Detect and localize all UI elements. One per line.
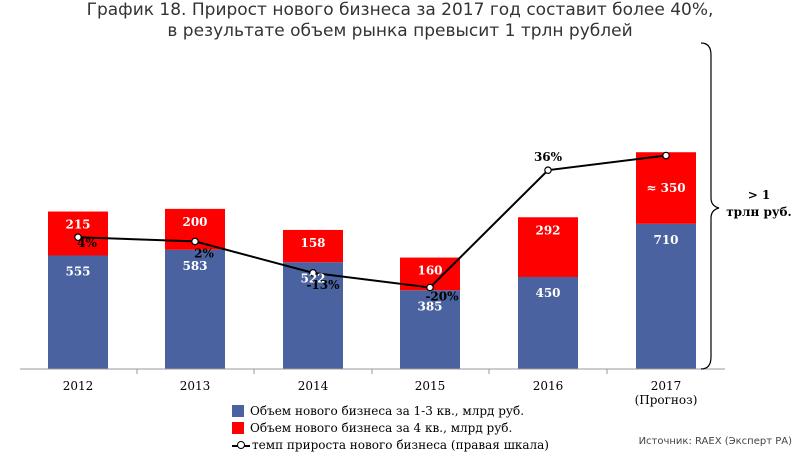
legend-label-q1-3: Объем нового бизнеса за 1-3 кв., млрд ру… <box>250 403 525 418</box>
total-annotation: > 1 трлн руб. <box>724 187 794 221</box>
data-label-q4-2016: 292 <box>535 223 560 237</box>
bar-q1-3-2017 <box>636 223 696 369</box>
x-tick-label-2012: 2012 <box>63 379 94 393</box>
bar-q4-2016 <box>518 217 578 277</box>
x-tick-label-2013: 2013 <box>180 379 211 393</box>
data-label-q4-2014: 158 <box>300 236 325 250</box>
growth-label-2014: -13% <box>306 278 340 292</box>
legend-swatch-blue <box>232 404 244 417</box>
data-label-q1-3-2012: 555 <box>65 265 90 279</box>
x-tick-label-2016: 2016 <box>533 379 564 393</box>
bar-q1-3-2014 <box>283 262 343 369</box>
data-label-q1-3-2014: 522 <box>300 271 325 285</box>
x-tick-label-2015: 2015 <box>415 379 446 393</box>
bar-q1-3-2015 <box>400 290 460 369</box>
legend-item-growth: темп прироста нового бизнеса (правая шка… <box>232 436 549 453</box>
chart-legend: Объем нового бизнеса за 1-3 кв., млрд ру… <box>232 402 549 453</box>
growth-rate-line <box>77 154 667 289</box>
legend-label-q4: Объем нового бизнеса за 4 кв., млрд руб. <box>250 420 513 435</box>
legend-item-q4: Объем нового бизнеса за 4 кв., млрд руб. <box>232 419 549 436</box>
legend-label-growth: темп прироста нового бизнеса (правая шка… <box>252 437 549 452</box>
growth-label-2015: -20% <box>425 290 459 304</box>
bar-q1-3-2013 <box>165 249 225 369</box>
growth-point-2017 <box>662 151 670 160</box>
growth-point-2013 <box>191 237 199 246</box>
data-label-q1-3-2016: 450 <box>535 286 560 300</box>
data-label-q1-3-2017: 710 <box>653 233 678 247</box>
x-tick-sublabel-2017: (Прогноз) <box>635 393 698 407</box>
data-label-q4-2012: 215 <box>65 218 90 232</box>
chart-title: График 18. Прирост нового бизнеса за 201… <box>0 0 800 42</box>
growth-label-2016: 36% <box>534 150 563 164</box>
bar-q4-2014 <box>283 229 343 263</box>
growth-label-2013: 2% <box>194 246 214 260</box>
total-annotation-line-1: > 1 <box>747 188 771 202</box>
legend-swatch-red <box>232 421 244 434</box>
legend-line-marker-icon <box>232 439 250 451</box>
total-brace <box>700 42 720 370</box>
chart-title-line-2: в результате объем рынка превысит 1 трлн… <box>167 21 633 41</box>
source-note: Источник: RAEX (Эксперт РА) <box>638 436 792 447</box>
growth-label-2012: 4% <box>77 236 97 250</box>
chart-title-line-1: График 18. Прирост нового бизнеса за 201… <box>86 0 714 20</box>
growth-point-2014 <box>309 269 317 277</box>
growth-point-2016 <box>544 166 552 174</box>
x-tick-label-2017: 2017 <box>651 379 682 393</box>
growth-label-2017: ≈ 43% <box>650 137 693 151</box>
data-label-q4-2013: 200 <box>182 215 207 229</box>
x-tick-label-2014: 2014 <box>298 379 329 393</box>
data-label-q1-3-2015: 385 <box>417 299 442 313</box>
growth-point-2015 <box>426 283 434 292</box>
bar-q4-2017 <box>636 152 696 224</box>
data-label-q1-3-2013: 583 <box>182 259 207 273</box>
data-label-q4-2015: 160 <box>417 264 442 278</box>
growth-point-2012 <box>74 233 82 242</box>
data-label-q4-2017: ≈ 350 <box>646 181 685 195</box>
legend-item-q1-3: Объем нового бизнеса за 1-3 кв., млрд ру… <box>232 402 549 419</box>
total-annotation-line-2: трлн руб. <box>726 205 792 219</box>
bar-q1-3-2016 <box>518 276 578 369</box>
bar-q1-3-2012 <box>48 255 108 369</box>
